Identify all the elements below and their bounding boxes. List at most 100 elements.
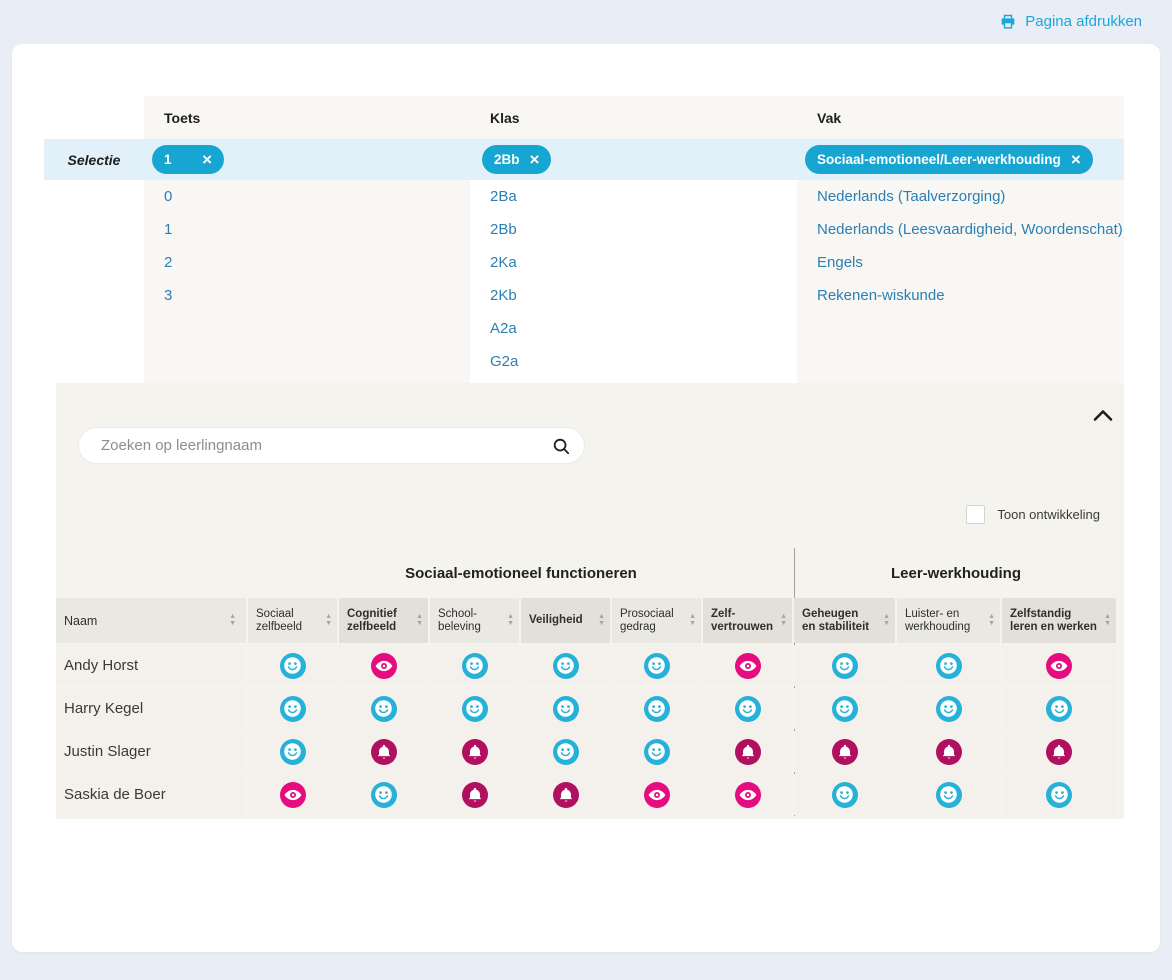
option-1[interactable]: 1 [164,221,173,238]
column-header-school-beleving[interactable]: School-beleving [430,598,519,643]
smiley-icon[interactable] [370,781,397,808]
smiley-icon[interactable] [935,695,962,722]
smiley-icon[interactable] [1046,781,1072,808]
results-panel: Toon ontwikkeling Sociaal-emotioneel fun… [56,383,1124,819]
smiley-icon[interactable] [831,695,858,722]
remove-vak-selection-icon[interactable]: × [1070,150,1081,169]
filter-column-header-klas: Klas [470,96,797,139]
score-cell [248,731,337,772]
column-header-sociaal-zelfbeeld[interactable]: Sociaal zelfbeeld [248,598,337,643]
selected-klas-chip[interactable]: 2Bb × [482,145,552,174]
remove-toets-selection-icon[interactable]: × [202,150,212,169]
eye-icon[interactable] [279,781,306,808]
toets-options-list: 0 1 2 3 [144,180,470,383]
smiley-icon[interactable] [370,695,397,722]
score-cell [794,645,895,686]
option-nederlands-leesvaardigheid-woordenschat[interactable]: Nederlands (Leesvaardigheid, Woordenscha… [817,221,1123,238]
toggle-label: Toon ontwikkeling [997,507,1100,522]
smiley-icon[interactable] [1046,695,1072,722]
smiley-icon[interactable] [935,652,962,679]
smiley-icon[interactable] [461,652,488,679]
column-header-geheugen-en-stabiliteit[interactable]: Geheugen en stabiliteit [794,598,895,643]
student-name: Justin Slager [56,731,246,772]
smiley-icon[interactable] [643,695,670,722]
option-rekenen-wiskunde[interactable]: Rekenen-wiskunde [817,287,945,304]
print-page-link[interactable]: Pagina afdrukken [999,13,1142,30]
chip-label: 1 [164,152,172,167]
bell-icon[interactable] [461,738,488,765]
column-header-naam[interactable]: Naam [56,598,246,643]
bell-icon[interactable] [831,738,858,765]
column-header-cognitief-zelfbeeld[interactable]: Cognitief zelfbeeld [339,598,428,643]
option-3[interactable]: 3 [164,287,173,304]
option-g2a[interactable]: G2a [490,353,519,370]
smiley-icon[interactable] [643,738,670,765]
selection-row-label: Selectie [67,151,121,168]
smiley-icon[interactable] [643,652,670,679]
score-cell [248,688,337,729]
sort-icon [1104,614,1111,627]
score-cell [1002,645,1116,686]
option-2[interactable]: 2 [164,254,173,271]
eye-icon[interactable] [1046,652,1072,679]
student-name: Harry Kegel [56,688,246,729]
option-2kb[interactable]: 2Kb [490,287,517,304]
column-header-zelf-vertrouwen[interactable]: Zelf-vertrouwen [703,598,792,643]
bell-icon[interactable] [1046,738,1072,765]
klas-options-list: 2Ba 2Bb 2Ka 2Kb A2a G2a [470,180,797,383]
eye-icon[interactable] [734,652,761,679]
smiley-icon[interactable] [935,781,962,808]
column-header-luister-en-werkhouding[interactable]: Luister- en werkhouding [897,598,1000,643]
toon-ontwikkeling-checkbox[interactable] [966,505,986,524]
option-engels[interactable]: Engels [817,254,863,271]
score-cell [612,774,701,815]
column-header-zelfstandig-leren-en-werken[interactable]: Zelfstandig leren en werken [1002,598,1116,643]
smiley-icon[interactable] [552,738,579,765]
bell-icon[interactable] [552,781,579,808]
score-cell [703,688,792,729]
smiley-icon[interactable] [552,695,579,722]
column-header-veiligheid[interactable]: Veiligheid [521,598,610,643]
option-a2a[interactable]: A2a [490,320,517,337]
selected-vak-chip[interactable]: Sociaal-emotioneel/Leer-werkhouding × [805,145,1093,174]
eye-icon[interactable] [643,781,670,808]
smiley-icon[interactable] [279,652,306,679]
option-2bb[interactable]: 2Bb [490,221,517,238]
eye-icon[interactable] [734,781,761,808]
score-cell [339,774,428,815]
score-cell [1002,731,1116,772]
score-cell [248,645,337,686]
smiley-icon[interactable] [831,781,858,808]
bell-icon[interactable] [370,738,397,765]
naam-header-label: Naam [64,613,98,628]
smiley-icon[interactable] [734,695,761,722]
bell-icon[interactable] [935,738,962,765]
collapse-chevron-icon[interactable] [1090,405,1116,425]
bell-icon[interactable] [461,781,488,808]
option-2ba[interactable]: 2Ba [490,188,517,205]
header-line: Zelfstandig [1010,607,1072,620]
score-cell [339,688,428,729]
header-line: Veiligheid [529,614,583,626]
selection-row: Selectie 1 × 2Bb × Sociaal-emotioneel/Le… [44,139,1124,180]
option-nederlands-taalverzorging[interactable]: Nederlands (Taalverzorging) [817,188,1006,205]
eye-icon[interactable] [370,652,397,679]
search-input[interactable] [99,436,552,455]
search-icon[interactable] [552,437,570,455]
filter-header-label: Klas [490,109,520,126]
score-cell [521,731,610,772]
option-2ka[interactable]: 2Ka [490,254,517,271]
smiley-icon[interactable] [279,738,306,765]
remove-klas-selection-icon[interactable]: × [529,150,540,169]
selected-toets-chip[interactable]: 1 × [152,145,224,174]
filter-header-label: Vak [817,109,842,126]
bell-icon[interactable] [734,738,761,765]
smiley-icon[interactable] [279,695,306,722]
sort-icon [325,614,332,627]
smiley-icon[interactable] [831,652,858,679]
sort-icon [780,614,787,627]
column-header-prosociaal-gedrag[interactable]: Prosociaal gedrag [612,598,701,643]
smiley-icon[interactable] [552,652,579,679]
smiley-icon[interactable] [461,695,488,722]
option-0[interactable]: 0 [164,188,173,205]
